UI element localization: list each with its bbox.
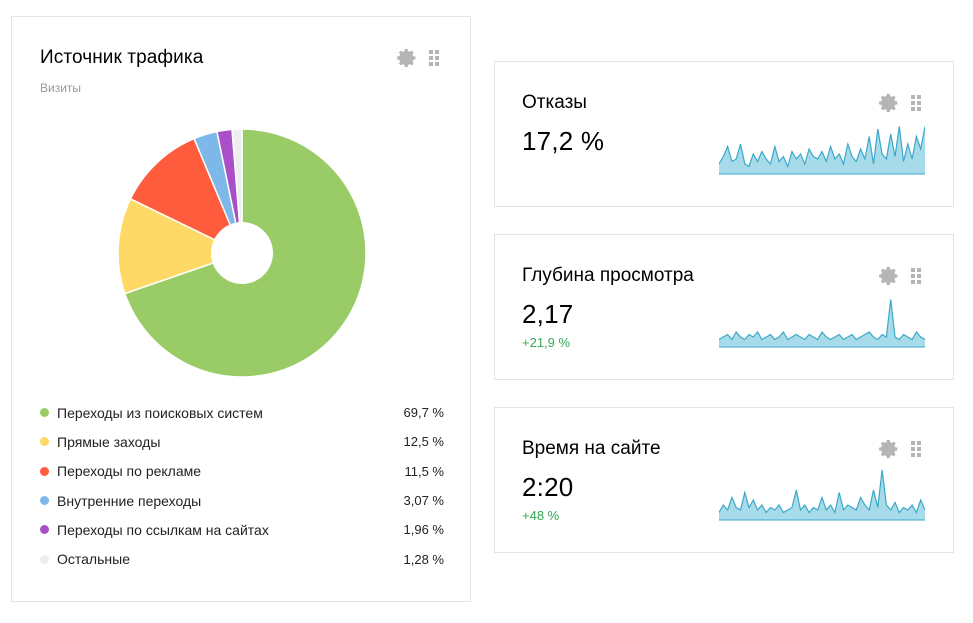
legend-value: 3,07 % (403, 493, 444, 509)
metric-value: 2,17 (522, 299, 574, 329)
legend-color-dot (40, 496, 49, 506)
metric-card-depth: Глубина просмотра 2,17 +21,9 % (494, 234, 954, 380)
traffic-pie-chart[interactable] (118, 129, 366, 377)
sparkline-line (719, 469, 925, 515)
metric-card-time: Время на сайте 2:20 +48 % (494, 407, 954, 553)
pie-slice[interactable] (231, 129, 243, 254)
widget-controls (878, 438, 922, 460)
legend-color-dot (40, 437, 49, 447)
drag-handle-icon[interactable] (910, 440, 922, 458)
gear-icon[interactable] (878, 438, 900, 460)
metric-title: Отказы (522, 92, 587, 113)
metric-value: 2:20 (522, 472, 574, 502)
legend-color-dot (40, 525, 49, 535)
legend-color-dot (40, 554, 49, 564)
legend-value: 11,5 % (404, 463, 444, 479)
metric-title: Время на сайте (522, 438, 661, 459)
sparkline-line (719, 126, 925, 169)
metric-delta: +21,9 % (522, 335, 571, 350)
metric-title: Глубина просмотра (522, 265, 694, 286)
metric-value: 17,2 % (522, 126, 605, 156)
sparkline-area (719, 126, 925, 174)
sparkline-area (719, 470, 925, 520)
drag-handle-icon[interactable] (910, 267, 922, 285)
metric-card-bounce: Отказы 17,2 % (494, 61, 954, 207)
widget-subtitle: Визиты (40, 81, 82, 95)
legend-value: 69,7 % (403, 405, 444, 421)
pie-slice[interactable] (118, 197, 244, 295)
legend-value: 12,5 % (403, 434, 444, 450)
widget-title: Источник трафика (40, 47, 204, 68)
drag-handle-icon[interactable] (910, 94, 922, 112)
legend-value: 1,96 % (403, 522, 444, 538)
legend-label: Внутренние переходы (57, 492, 202, 509)
sparkline-line (719, 299, 925, 341)
drag-handle-icon[interactable] (428, 49, 440, 67)
legend-color-dot (40, 408, 49, 418)
metric-delta: +48 % (522, 508, 560, 523)
legend-item[interactable]: Внутренние переходы 3,07 % (40, 486, 444, 515)
legend-label: Переходы по рекламе (57, 463, 202, 480)
legend-label: Переходы из поисковых систем (57, 404, 263, 421)
gear-icon[interactable] (878, 92, 900, 114)
sparkline-chart[interactable] (719, 466, 925, 522)
legend-item[interactable]: Переходы по ссылкам на сайтах 1,96 % (40, 515, 444, 544)
gear-icon[interactable] (878, 265, 900, 287)
widget-controls (878, 265, 922, 287)
sparkline-chart[interactable] (719, 293, 925, 349)
chart-legend: Переходы из поисковых систем 69,7 % Прямые… (40, 398, 444, 574)
pie-slice[interactable] (129, 137, 244, 255)
sparkline-area (719, 299, 925, 347)
legend-item[interactable]: Переходы из поисковых систем 69,7 % (40, 398, 444, 427)
legend-item[interactable]: Остальные 1,28 % (40, 544, 444, 573)
traffic-source-widget: Источник трафика Визиты Переходы из поис… (11, 16, 471, 602)
donut-hole (211, 222, 273, 284)
legend-item[interactable]: Прямые заходы 12,5 % (40, 427, 444, 456)
legend-item[interactable]: Переходы по рекламе 11,5 % (40, 457, 444, 486)
legend-label: Прямые заходы (57, 433, 161, 450)
sparkline-chart[interactable] (719, 120, 925, 176)
widget-controls (396, 47, 440, 69)
legend-color-dot (40, 466, 49, 476)
gear-icon[interactable] (396, 47, 418, 69)
legend-label: Остальные (57, 551, 130, 568)
legend-value: 1,28 % (403, 551, 444, 567)
legend-label: Переходы по ссылкам на сайтах (57, 521, 269, 538)
widget-controls (878, 92, 922, 114)
